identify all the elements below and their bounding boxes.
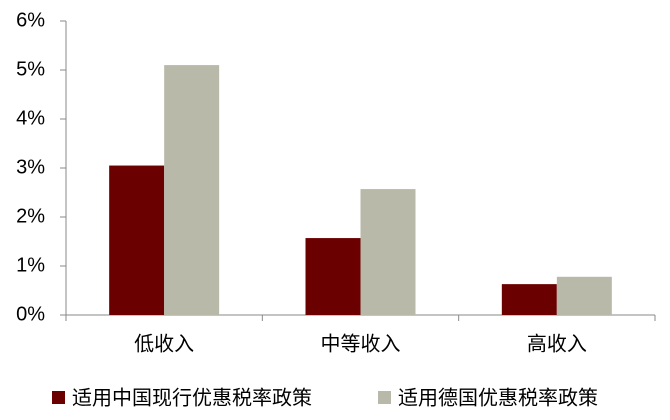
bar bbox=[501, 284, 557, 315]
y-tick-label: 2% bbox=[16, 205, 45, 227]
bar bbox=[305, 238, 361, 315]
y-tick-label: 4% bbox=[16, 107, 45, 129]
bar bbox=[109, 165, 165, 315]
y-tick-label: 6% bbox=[16, 9, 45, 31]
y-tick-label: 3% bbox=[16, 156, 45, 178]
bar bbox=[556, 276, 612, 315]
y-tick-label: 0% bbox=[16, 303, 45, 325]
x-tick-label: 低收入 bbox=[134, 332, 194, 355]
bar bbox=[360, 189, 416, 315]
legend-swatch bbox=[378, 391, 391, 404]
legend-swatch bbox=[52, 391, 65, 404]
legend-label: 适用德国优惠税率政策 bbox=[398, 386, 598, 409]
x-tick-label: 中等收入 bbox=[321, 332, 401, 355]
x-tick-label: 高收入 bbox=[527, 332, 587, 355]
y-tick-label: 5% bbox=[16, 58, 45, 80]
legend-label: 适用中国现行优惠税率政策 bbox=[72, 386, 312, 409]
bar bbox=[164, 65, 220, 315]
y-tick-label: 1% bbox=[16, 254, 45, 276]
